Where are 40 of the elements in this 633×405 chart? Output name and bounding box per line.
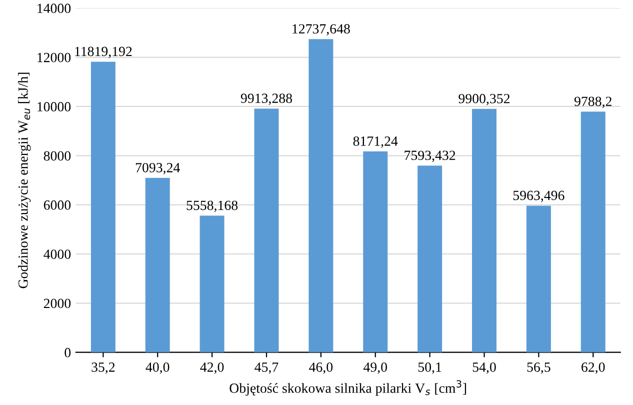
bar	[580, 112, 606, 352]
y-tick-label: 10000	[38, 102, 71, 112]
data-label: 7593,432	[404, 150, 456, 162]
data-label: 8171,24	[353, 136, 398, 148]
bar	[472, 108, 496, 352]
x-tick-label: 35,2	[92, 362, 115, 374]
x-tick-label: 50,1	[418, 362, 442, 374]
y-tick-label: 6000	[44, 200, 71, 210]
bar	[526, 206, 551, 352]
data-label: 11819,192	[75, 46, 132, 58]
y-axis-title: Godzinowe zużycie energii W$_{eu}$ [kJ/h]	[18, 72, 31, 288]
x-tick-label: 42,0	[200, 362, 224, 374]
x-tick-label: 62,0	[582, 362, 605, 374]
bar	[363, 151, 388, 352]
data-label: 9788,2	[574, 96, 612, 108]
bar	[254, 108, 279, 352]
x-tick-label: 46,0	[309, 362, 333, 374]
data-label: 7093,24	[136, 162, 180, 174]
x-tick-label: 54,0	[472, 362, 496, 374]
data-label: 9913,288	[240, 94, 292, 105]
x-tick-label: 56,5	[527, 362, 550, 374]
data-label: 5558,168	[186, 200, 238, 212]
x-tick-label: 45,7	[254, 362, 278, 374]
x-tick-label: 49,0	[363, 362, 387, 374]
y-tick-label: 14000	[38, 4, 71, 14]
y-tick-label: 12000	[38, 52, 71, 62]
y-tick-label: 0	[64, 348, 71, 358]
bar	[200, 216, 224, 352]
y-tick-label: 2000	[44, 298, 71, 308]
data-label: 12737,648	[292, 24, 350, 36]
y-tick-label: 4000	[44, 250, 71, 259]
bar	[90, 62, 116, 352]
x-tick-label: 40,0	[146, 362, 170, 374]
data-label: 5963,496	[513, 190, 564, 202]
y-tick-label: 8000	[44, 151, 71, 161]
x-axis-title: Objętość skokowa silnika pilarki V$_{s}$ [cm$^{3}$]	[230, 380, 466, 396]
bar	[418, 166, 442, 352]
data-label: 9900,352	[458, 94, 510, 106]
bar	[145, 178, 170, 352]
bar	[308, 39, 334, 352]
